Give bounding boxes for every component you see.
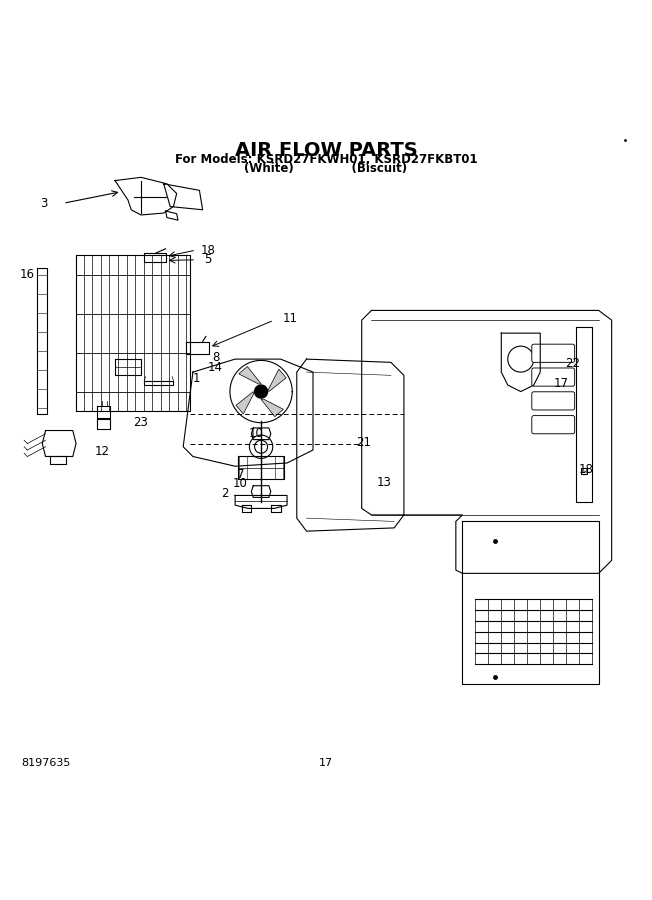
Circle shape xyxy=(254,385,267,398)
Text: 5: 5 xyxy=(204,253,211,266)
Text: 23: 23 xyxy=(134,416,149,428)
Text: 18: 18 xyxy=(200,244,215,256)
Text: 14: 14 xyxy=(208,361,223,374)
FancyBboxPatch shape xyxy=(532,392,574,410)
Polygon shape xyxy=(261,399,284,417)
Text: 11: 11 xyxy=(283,311,298,325)
Text: 17: 17 xyxy=(319,758,333,768)
Polygon shape xyxy=(239,366,261,384)
Text: 12: 12 xyxy=(95,445,110,458)
Text: 18: 18 xyxy=(578,463,593,476)
FancyBboxPatch shape xyxy=(532,344,574,363)
Text: 22: 22 xyxy=(565,357,580,370)
Text: 10: 10 xyxy=(233,477,248,490)
Text: 1: 1 xyxy=(192,372,200,385)
Polygon shape xyxy=(269,369,286,392)
Text: 17: 17 xyxy=(554,376,569,390)
FancyBboxPatch shape xyxy=(532,416,574,434)
Text: AIR FLOW PARTS: AIR FLOW PARTS xyxy=(235,140,417,159)
Text: For Models: KSRD27FKWH01, KSRD27FKBT01: For Models: KSRD27FKWH01, KSRD27FKBT01 xyxy=(175,153,477,166)
Text: 2: 2 xyxy=(222,487,229,500)
Text: 8197635: 8197635 xyxy=(21,758,70,768)
Text: 13: 13 xyxy=(377,476,392,489)
Text: 8: 8 xyxy=(212,351,219,364)
Polygon shape xyxy=(236,392,254,414)
FancyBboxPatch shape xyxy=(532,368,574,386)
Text: 10: 10 xyxy=(249,428,264,440)
Text: 3: 3 xyxy=(40,197,48,210)
Text: (White)              (Biscuit): (White) (Biscuit) xyxy=(244,162,408,175)
Text: 7: 7 xyxy=(237,467,244,481)
Text: 16: 16 xyxy=(20,268,35,281)
Text: 21: 21 xyxy=(356,436,371,449)
